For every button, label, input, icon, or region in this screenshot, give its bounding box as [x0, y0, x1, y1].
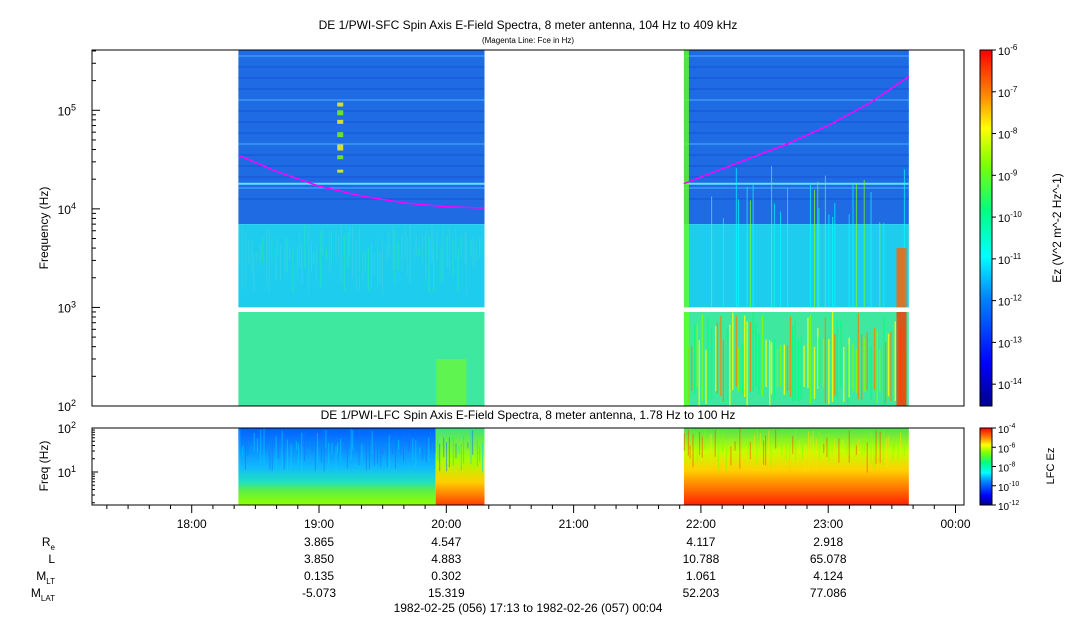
sfc-colorbar-tick-label: 10-7	[998, 85, 1018, 100]
sfc-colorbar: 10-6 10-7 10-8 10-9 10-10 10-11 10-12 10-13 10-1…	[979, 43, 1022, 407]
ephemeris-value: 0.302	[431, 569, 461, 583]
sfc-spectrogram-panel: 102 103 104 105	[58, 49, 965, 414]
lfc-y-tick-label: 101	[58, 464, 76, 480]
time-tick-label: 20:00	[431, 517, 461, 531]
time-tick-label: 22:00	[686, 517, 716, 531]
sfc-high-band	[683, 50, 909, 225]
ephemeris-value: 4.117	[686, 535, 715, 549]
time-tick-label: 21:00	[559, 517, 589, 531]
lfc-block	[683, 428, 909, 505]
sfc-mid-band	[683, 224, 909, 308]
ephemeris-value: 4.883	[431, 552, 461, 566]
sfc-emission-burst	[337, 144, 344, 151]
sfc-emission-burst	[337, 169, 344, 173]
sfc-y-tick-label: 103	[58, 299, 76, 315]
sfc-colorbar-tick-label: 10-14	[998, 377, 1022, 392]
lfc-colorbar-label: LFC Ez	[1045, 448, 1057, 485]
lfc-colorbar-tick-label: 10-12	[998, 500, 1019, 513]
lfc-colorbar-tick-label: 10-10	[998, 481, 1019, 494]
time-tick-label: 18:00	[177, 517, 207, 531]
ephemeris-row-label: MLAT	[31, 586, 55, 603]
ephemeris-row-label: Re	[42, 535, 56, 552]
sfc-mid-band	[238, 224, 485, 308]
time-tick-label: 00:00	[940, 517, 970, 531]
ephemeris-value: -5.073	[302, 586, 336, 600]
ephemeris-value: 4.124	[813, 569, 843, 583]
sfc-colorbar-tick-label: 10-6	[998, 43, 1018, 58]
time-tick-label: 23:00	[813, 517, 843, 531]
sfc-edge-burst	[683, 50, 689, 406]
lfc-y-axis-label: Freq (Hz)	[37, 441, 51, 492]
ephemeris-value: 0.135	[304, 569, 334, 583]
sfc-high-band	[238, 50, 485, 225]
ephemeris-value: 52.203	[683, 586, 720, 600]
sfc-data-gap	[683, 307, 909, 312]
time-range-label: 1982-02-25 (056) 17:13 to 1982-02-26 (05…	[394, 601, 663, 615]
lfc-y-tick-label: 102	[58, 420, 76, 436]
sfc-colorbar-label: Ez (V^2 m^-2 Hz^-1)	[1050, 173, 1064, 283]
lfc-block	[238, 428, 436, 505]
ephemeris-value: 77.086	[810, 586, 847, 600]
sfc-emission-burst	[896, 311, 907, 406]
sfc-emission-burst	[337, 132, 344, 138]
sfc-y-axis-label: Frequency (Hz)	[37, 187, 51, 270]
ephemeris-value: 3.850	[304, 552, 334, 566]
sfc-chart-title: DE 1/PWI-SFC Spin Axis E-Field Spectra, …	[319, 18, 738, 32]
sfc-emission-burst	[896, 248, 907, 308]
sfc-y-tick-label: 102	[58, 398, 76, 414]
sfc-emission-burst	[337, 119, 344, 124]
sfc-colorbar-tick-label: 10-10	[998, 210, 1022, 225]
lfc-spectrogram-panel: 101 102	[58, 420, 965, 506]
lfc-colorbar-tick-label: 10-8	[998, 462, 1015, 475]
sfc-colorbar-tick-label: 10-8	[998, 127, 1018, 142]
sfc-y-tick-label: 104	[58, 201, 76, 217]
sfc-colorbar-tick-label: 10-13	[998, 335, 1022, 350]
lfc-colorbar-tick-label: 10-4	[998, 423, 1015, 436]
time-axis: 18:00 19:00 20:00 21:00 22:00 23:00 00:00	[92, 504, 971, 531]
sfc-data-gap	[238, 307, 485, 312]
sfc-colorbar-tick-label: 10-9	[998, 168, 1018, 183]
ephemeris-value: 3.865	[304, 535, 334, 549]
sfc-emission-burst	[337, 155, 344, 160]
lfc-colorbar-tick-label: 10-6	[998, 442, 1015, 455]
sfc-emission-burst	[436, 358, 467, 406]
time-tick-label: 19:00	[304, 517, 334, 531]
ephemeris-value: 15.319	[428, 586, 465, 600]
fce-line	[238, 154, 485, 209]
sfc-emission-burst	[337, 110, 344, 116]
ephemeris-value: 1.061	[686, 569, 716, 583]
sfc-y-tick-label: 105	[58, 102, 76, 118]
ephemeris-value: 4.547	[431, 535, 461, 549]
ephemeris-row-label: MLT	[36, 569, 55, 586]
ephemeris-value: 2.918	[813, 535, 843, 549]
sfc-colorbar-tick-label: 10-12	[998, 294, 1022, 309]
ephemeris-value: 10.788	[683, 552, 720, 566]
ephemeris-table: Re 3.865 4.547 4.117 2.918 L 3.850 4.883 10.788 6…	[31, 535, 847, 603]
ephemeris-row-label: L	[48, 552, 55, 566]
sfc-colorbar-tick-label: 10-11	[998, 252, 1022, 267]
sfc-chart-subtitle: (Magenta Line: Fce in Hz)	[482, 36, 574, 45]
lfc-chart-title: DE 1/PWI-LFC Spin Axis E-Field Spectra, …	[321, 408, 736, 422]
lfc-colorbar: 10-4 10-6 10-8 10-10 10-12	[979, 423, 1019, 513]
sfc-emission-burst	[337, 102, 344, 107]
ephemeris-value: 65.078	[810, 552, 847, 566]
fce-line	[683, 75, 910, 185]
